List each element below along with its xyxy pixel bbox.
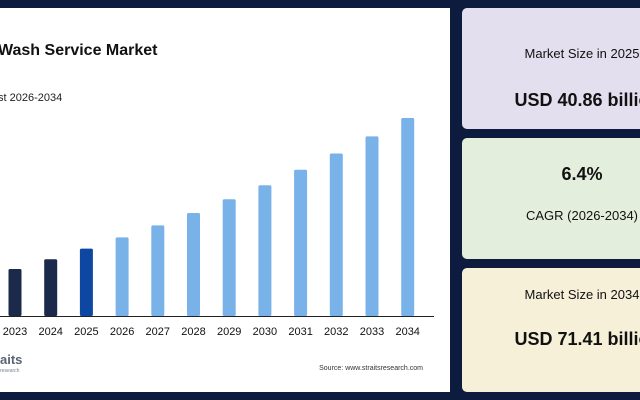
cagr-label: CAGR (2026-2034) (526, 208, 638, 223)
market-size-2034-card: Market Size in 2034 USD 71.41 billio (462, 268, 640, 392)
bar-2023 (8, 269, 22, 316)
bar-2024 (44, 259, 58, 316)
bar-2028 (187, 213, 200, 316)
x-tick-label-2027: 2027 (146, 326, 170, 338)
market-size-2025-label: Market Size in 2025 (524, 46, 640, 61)
x-tick-label-2033: 2033 (360, 326, 384, 338)
company-logo: aits research (0, 352, 60, 382)
x-tick-label-2029: 2029 (217, 326, 241, 338)
x-tick-label-2028: 2028 (181, 326, 205, 338)
bar-2029 (222, 199, 236, 316)
bar-2032 (329, 153, 343, 316)
chart-subtitle: st 2026-2034 (0, 92, 63, 104)
x-tick-label-2034: 2034 (395, 326, 419, 338)
x-tick-label-2032: 2032 (324, 326, 348, 338)
bar-chart: 2023 2024 2025 2026 2027 2028 2029 2030 2031 2032… (0, 118, 434, 338)
chart-title: Wash Service Market (0, 42, 158, 59)
x-tick-label-2031: 2031 (288, 326, 312, 338)
x-tick-label-2026: 2026 (110, 326, 134, 338)
bar-2025 (79, 248, 93, 316)
market-size-2034-value: USD 71.41 billio (514, 329, 640, 349)
bar-2031 (294, 169, 308, 316)
x-tick-label-2030: 2030 (253, 326, 277, 338)
logo-text: aits (0, 352, 23, 367)
bar-2033 (365, 136, 379, 316)
source-note: Source: www.straitsresearch.com (319, 365, 423, 372)
market-size-2034-label: Market Size in 2034 (524, 287, 640, 302)
x-tick-label-2025: 2025 (74, 326, 98, 338)
cagr-value: 6.4% (561, 164, 603, 184)
bar-2034 (401, 118, 415, 316)
bar-2027 (151, 225, 165, 316)
logo-subtext: research (0, 368, 20, 374)
x-tick-label-2023: 2023 (3, 326, 27, 338)
x-tick-label-2024: 2024 (38, 326, 62, 338)
cagr-card: 6.4% CAGR (2026-2034) (462, 138, 640, 259)
bar-2030 (258, 185, 272, 316)
market-size-2025-card: Market Size in 2025 USD 40.86 billio (462, 8, 640, 129)
chart-card: Wash Service Market st 2026-2034 2023 202… (0, 8, 450, 392)
market-size-2025-value: USD 40.86 billio (514, 90, 640, 110)
bar-2026 (115, 237, 129, 316)
